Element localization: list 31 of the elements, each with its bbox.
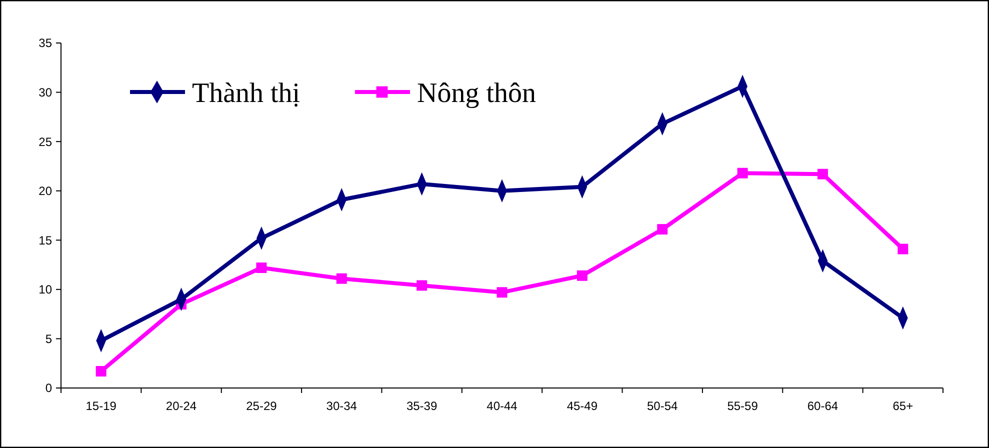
y-tick-label: 5 [45, 332, 52, 346]
y-tick-label: 20 [38, 184, 52, 198]
y-tick-label: 25 [38, 134, 52, 149]
point [817, 168, 828, 180]
x-tick-label: 55-59 [727, 399, 758, 413]
x-tick-label: 35-39 [406, 399, 438, 413]
x-tick-label: 50-54 [647, 399, 678, 413]
x-tick-label: 30-34 [326, 399, 358, 413]
point [256, 262, 267, 273]
y-tick-label: 0 [45, 381, 52, 396]
x-tick-label: 60-64 [807, 399, 838, 413]
legend-label: Thành thị [192, 78, 300, 109]
y-tick-label: 30 [38, 85, 52, 100]
point [96, 366, 106, 376]
x-tick-label: 25-29 [246, 399, 278, 413]
x-tick-label: 40-44 [486, 399, 518, 413]
legend-label: Nông thôn [417, 78, 536, 109]
x-tick-label: 15-19 [86, 399, 117, 413]
y-tick-label: 10 [38, 282, 52, 297]
point [737, 168, 748, 178]
x-tick-label: 45-49 [566, 399, 598, 413]
y-tick-label: 15 [38, 233, 52, 248]
point [496, 287, 508, 298]
point [657, 224, 668, 235]
point [416, 280, 428, 291]
point [898, 244, 908, 254]
point [336, 273, 347, 284]
x-tick-label: 20-24 [166, 399, 197, 413]
x-tick-label: 65+ [892, 399, 914, 413]
y-tick-label: 35 [38, 36, 52, 50]
point [576, 270, 588, 281]
